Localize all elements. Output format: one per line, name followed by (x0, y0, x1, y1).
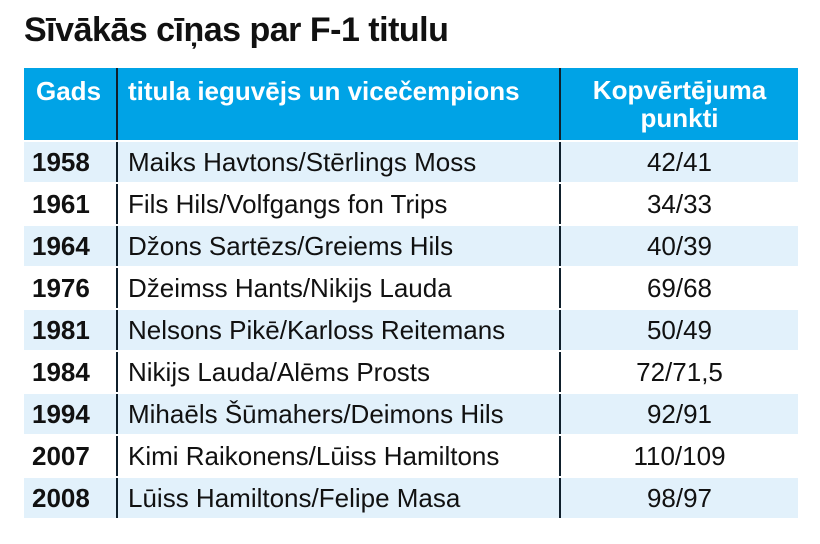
year-cell: 1984 (24, 352, 116, 392)
header-points-line2: punkti (640, 103, 719, 133)
year-cell: 1958 (24, 142, 116, 182)
drivers-cell: Fils Hils/Volfgangs fon Trips (116, 184, 559, 224)
year-cell: 1981 (24, 310, 116, 350)
points-cell: 42/41 (559, 142, 798, 182)
points-cell: 92/91 (559, 394, 798, 434)
year-cell: 1961 (24, 184, 116, 224)
year-cell: 1964 (24, 226, 116, 266)
header-year: Gads (36, 76, 102, 106)
year-cell: 2008 (24, 478, 116, 518)
year-cell: 2007 (24, 436, 116, 476)
drivers-cell: Džeimss Hants/Nikijs Lauda (116, 268, 559, 308)
drivers-cell: Nelsons Pikē/Karloss Reitemans (116, 310, 559, 350)
year-cell: 1976 (24, 268, 116, 308)
table-row: 1958 Maiks Havtons/Stērlings Moss 42/41 (24, 142, 798, 182)
points-cell: 34/33 (559, 184, 798, 224)
drivers-cell: Mihaēls Šūmahers/Deimons Hils (116, 394, 559, 434)
year-cell: 1994 (24, 394, 116, 434)
points-cell: 110/109 (559, 436, 798, 476)
points-cell: 40/39 (559, 226, 798, 266)
table-row: 1964 Džons Sartēzs/Greiems Hils 40/39 (24, 226, 798, 266)
header-points: Kopvērtējuma punkti (559, 68, 798, 140)
results-table: Gads titula ieguvējs un vicečempions Kop… (24, 68, 798, 520)
page-title: Sīvākās cīņas par F-1 titulu (24, 11, 449, 49)
table-row: 1961 Fils Hils/Volfgangs fon Trips 34/33 (24, 184, 798, 224)
table-row: 1981 Nelsons Pikē/Karloss Reitemans 50/4… (24, 310, 798, 350)
header-drivers: titula ieguvējs un vicečempions (116, 68, 559, 140)
drivers-cell: Džons Sartēzs/Greiems Hils (116, 226, 559, 266)
points-cell: 69/68 (559, 268, 798, 308)
table-row: 1976 Džeimss Hants/Nikijs Lauda 69/68 (24, 268, 798, 308)
table-row: 1984 Nikijs Lauda/Alēms Prosts 72/71,5 (24, 352, 798, 392)
table-row: 2007 Kimi Raikonens/Lūiss Hamiltons 110/… (24, 436, 798, 476)
table-header: Gads titula ieguvējs un vicečempions Kop… (24, 68, 798, 140)
points-cell: 50/49 (559, 310, 798, 350)
header-points-line1: Kopvērtējuma (592, 75, 767, 105)
drivers-cell: Maiks Havtons/Stērlings Moss (116, 142, 559, 182)
drivers-cell: Nikijs Lauda/Alēms Prosts (116, 352, 559, 392)
table-row: 2008 Lūiss Hamiltons/Felipe Masa 98/97 (24, 478, 798, 518)
table-row: 1994 Mihaēls Šūmahers/Deimons Hils 92/91 (24, 394, 798, 434)
drivers-cell: Kimi Raikonens/Lūiss Hamiltons (116, 436, 559, 476)
points-cell: 98/97 (559, 478, 798, 518)
drivers-cell: Lūiss Hamiltons/Felipe Masa (116, 478, 559, 518)
points-cell: 72/71,5 (559, 352, 798, 392)
